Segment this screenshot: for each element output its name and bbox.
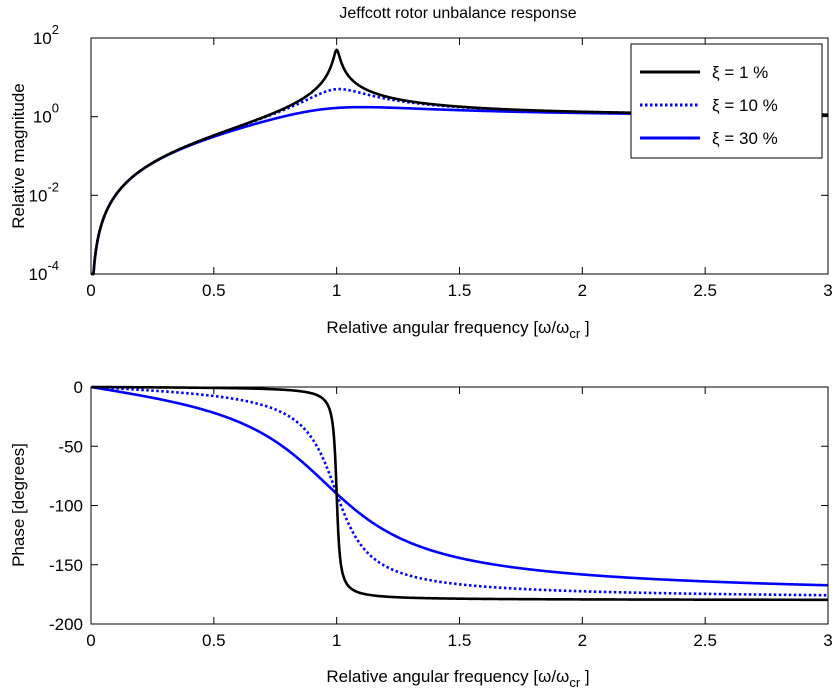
magnitude-x-tick-label: 0.5 bbox=[202, 281, 226, 300]
phase-x-tick-label: 1.5 bbox=[448, 631, 472, 650]
phase-x-tick-label: 0.5 bbox=[202, 631, 226, 650]
phase-x-ticks: 0 0.5 1 1.5 2 2.5 3 bbox=[86, 387, 832, 650]
magnitude-y-tick-label: 10-2 bbox=[29, 179, 59, 205]
phase-axes-box bbox=[91, 387, 828, 624]
phase-x-axis-label: Relative angular frequency [ω/ωcr ] bbox=[326, 667, 589, 690]
phase-line-zeta-1 bbox=[91, 387, 828, 600]
phase-y-tick-label: -150 bbox=[49, 556, 83, 575]
phase-y-tick-label: -100 bbox=[49, 497, 83, 516]
magnitude-x-tick-label: 1.5 bbox=[448, 281, 472, 300]
phase-x-tick-label: 2 bbox=[578, 631, 587, 650]
legend: ξ = 1 % ξ = 10 % ξ = 30 % bbox=[631, 44, 822, 158]
magnitude-y-axis-label: Relative magnitude bbox=[9, 83, 28, 229]
magnitude-y-tick-label: 10-4 bbox=[29, 258, 59, 284]
magnitude-x-tick-label: 2.5 bbox=[693, 281, 717, 300]
magnitude-x-tick-label: 3 bbox=[823, 281, 832, 300]
phase-series-group bbox=[91, 387, 828, 600]
phase-x-tick-label: 3 bbox=[823, 631, 832, 650]
phase-x-tick-label: 0 bbox=[86, 631, 95, 650]
magnitude-x-tick-label: 0 bbox=[86, 281, 95, 300]
phase-line-zeta-10 bbox=[91, 387, 828, 595]
phase-y-tick-label: 0 bbox=[74, 378, 83, 397]
legend-label-zeta-30: ξ = 30 % bbox=[712, 129, 778, 148]
magnitude-plot: Jeffcott rotor unbalance response 0 0.5 1 1… bbox=[9, 5, 833, 341]
magnitude-x-tick-label: 2 bbox=[578, 281, 587, 300]
phase-x-tick-label: 1 bbox=[332, 631, 341, 650]
magnitude-y-tick-label: 100 bbox=[33, 101, 59, 127]
legend-label-zeta-1: ξ = 1 % bbox=[712, 63, 768, 82]
phase-y-tick-label: -200 bbox=[49, 615, 83, 634]
phase-y-axis-label: Phase [degrees] bbox=[9, 443, 28, 567]
phase-line-zeta-30 bbox=[91, 387, 828, 585]
chart-title: Jeffcott rotor unbalance response bbox=[339, 5, 576, 22]
legend-label-zeta-10: ξ = 10 % bbox=[712, 96, 778, 115]
phase-y-tick-label: -50 bbox=[58, 437, 83, 456]
phase-y-ticks: 0 -50 -100 -150 -200 bbox=[49, 378, 828, 634]
magnitude-y-tick-label: 102 bbox=[33, 22, 59, 48]
phase-plot: 0 0.5 1 1.5 2 2.5 3 0 -50 -100 -150 -200 Phase [de… bbox=[9, 378, 833, 690]
magnitude-x-axis-label: Relative angular frequency [ω/ωcr ] bbox=[326, 318, 589, 341]
magnitude-x-tick-label: 1 bbox=[332, 281, 341, 300]
phase-x-tick-label: 2.5 bbox=[693, 631, 717, 650]
